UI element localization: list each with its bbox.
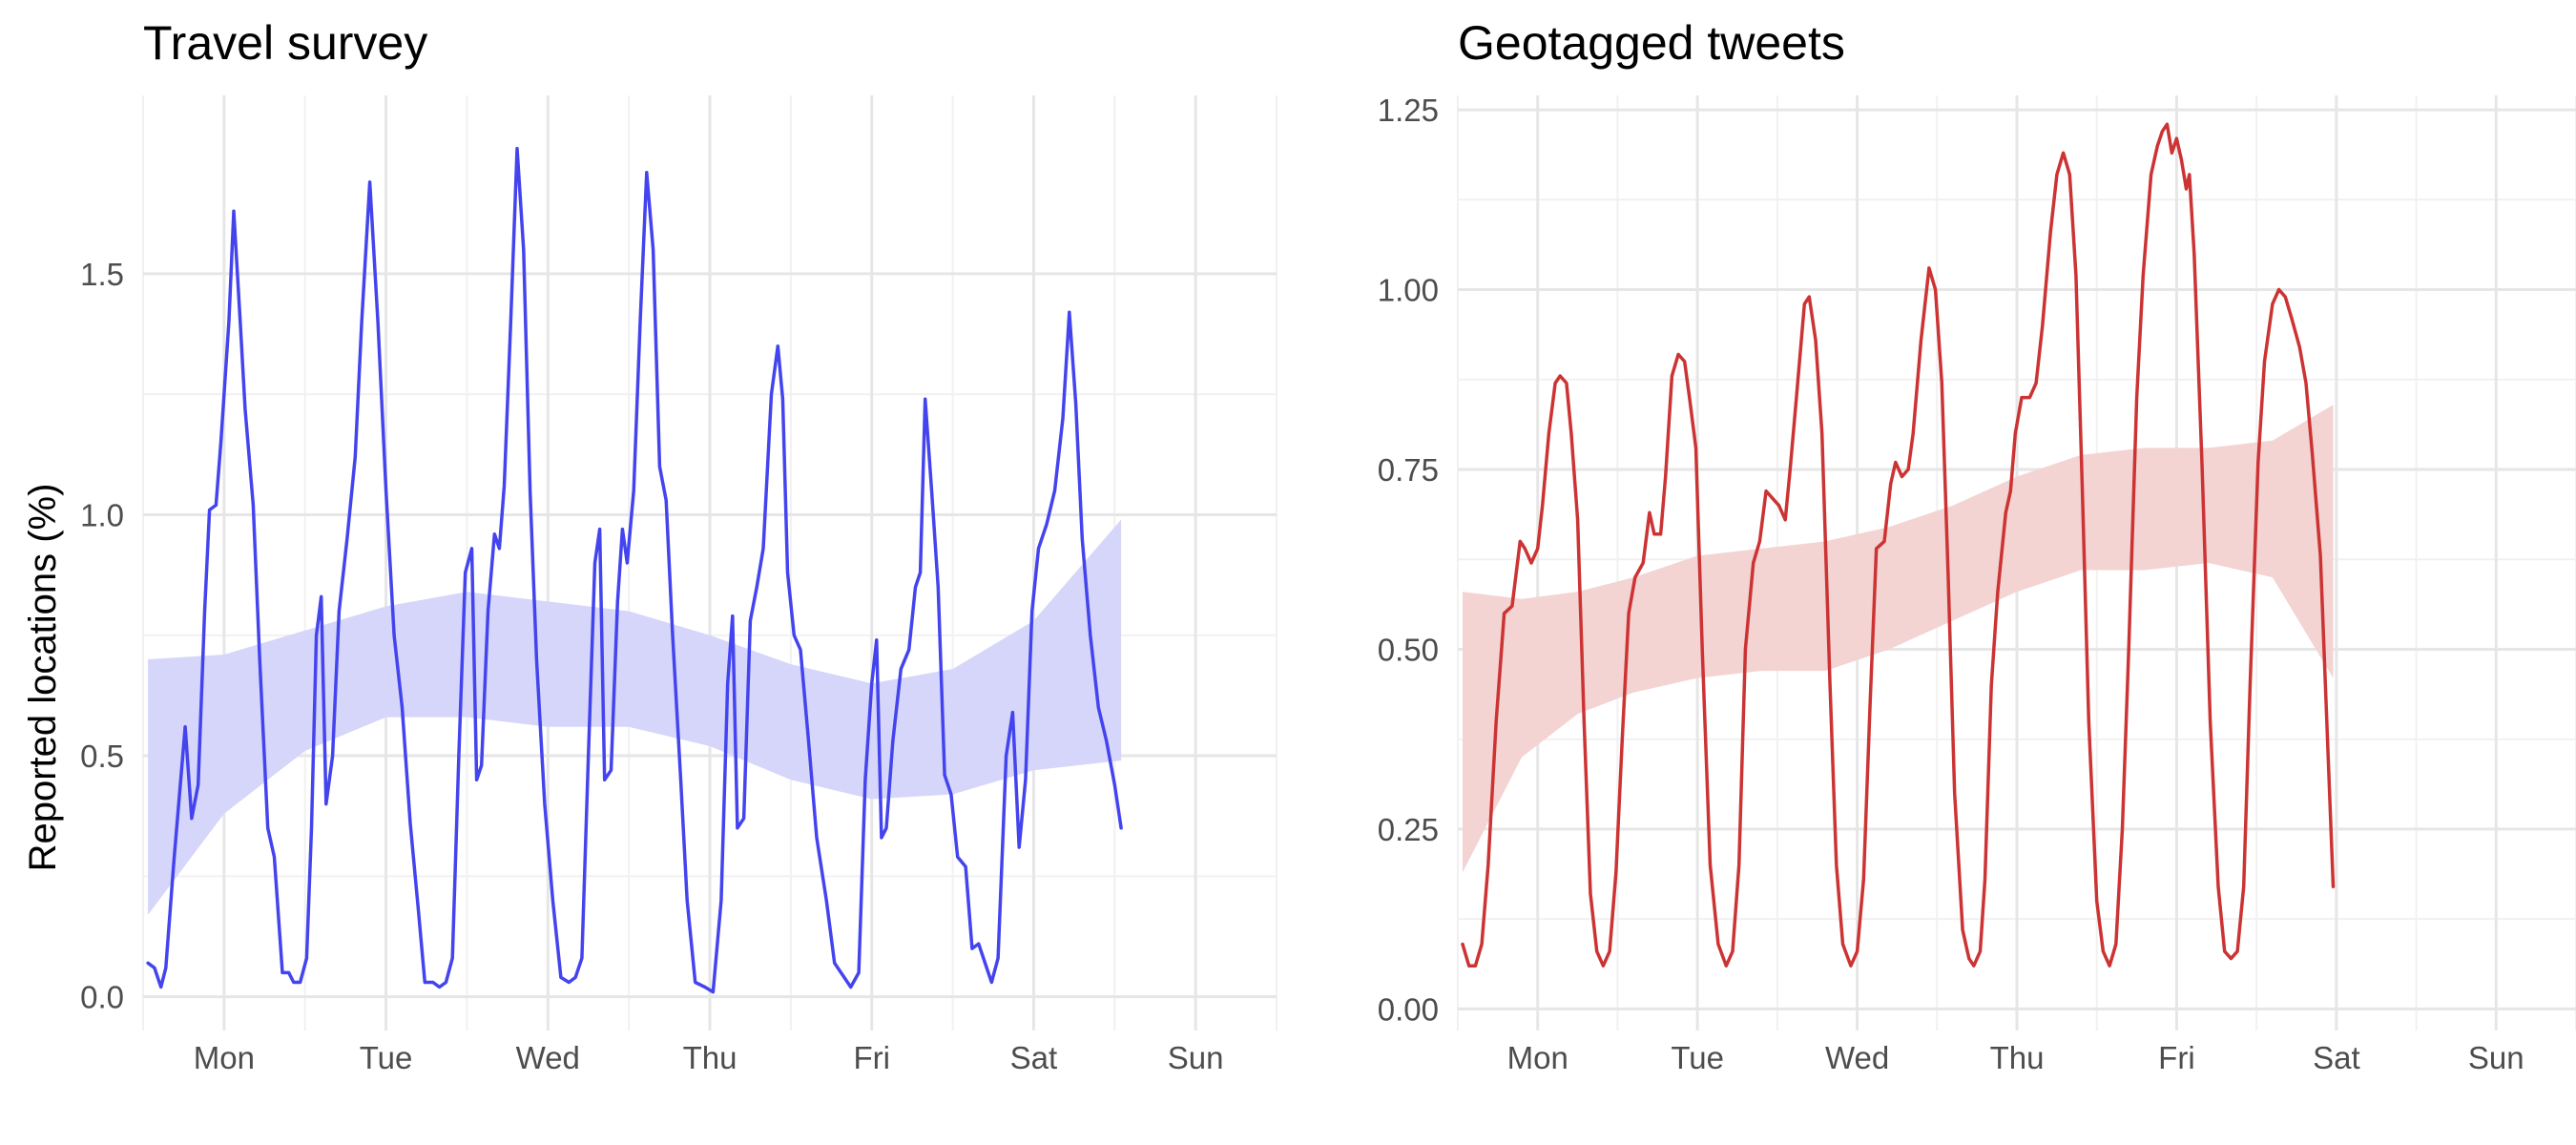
x-tick-label: Sat [2313, 1040, 2360, 1075]
x-tick-label: Sat [1010, 1040, 1058, 1075]
y-tick-labels-geotagged-tweets: 0.00 0.25 0.50 0.75 1.00 1.25 [1378, 93, 1439, 1027]
x-tick-label: Wed [1825, 1040, 1889, 1075]
y-tick-label: 0.50 [1378, 632, 1439, 667]
x-tick-label: Sun [2468, 1040, 2524, 1075]
y-tick-labels-travel-survey: 0.0 0.5 1.0 1.5 [80, 257, 124, 1015]
confidence-band-travel-survey [148, 519, 1122, 915]
x-tick-label: Wed [516, 1040, 580, 1075]
x-tick-label: Tue [1671, 1040, 1724, 1075]
y-tick-label: 0.0 [80, 980, 124, 1015]
x-tick-label: Sun [1168, 1040, 1224, 1075]
grid-travel-survey [142, 95, 1278, 1030]
y-tick-label: 0.00 [1378, 991, 1439, 1027]
series-line-geotagged-tweets [1461, 122, 2336, 968]
travel-survey-panel: Travel survey Reported locations (%) 0.0… [22, 16, 1278, 1075]
x-tick-label: Thu [1990, 1040, 2045, 1075]
x-tick-labels-geotagged-tweets: Mon Tue Wed Thu Fri Sat Sun [1507, 1040, 2524, 1075]
series-line-travel-survey [146, 146, 1123, 994]
x-tick-label: Thu [683, 1040, 737, 1075]
confidence-band [148, 519, 1122, 915]
y-axis-title: Reported locations (%) [22, 484, 64, 872]
x-tick-label: Mon [1507, 1040, 1568, 1075]
geotagged-tweets-panel: Geotagged tweets 0.00 0.25 0.50 0.75 1.00 1.2… [1378, 16, 2576, 1075]
panel-title-geotagged-tweets: Geotagged tweets [1458, 16, 1845, 70]
confidence-band-geotagged-tweets [1463, 405, 2334, 873]
x-tick-label: Fri [853, 1040, 889, 1075]
x-tick-labels-travel-survey: Mon Tue Wed Thu Fri Sat Sun [194, 1040, 1224, 1075]
y-tick-label: 0.5 [80, 739, 124, 774]
y-tick-label: 0.75 [1378, 452, 1439, 488]
x-tick-label: Mon [194, 1040, 255, 1075]
panel-title-travel-survey: Travel survey [143, 16, 427, 70]
confidence-band [1463, 405, 2334, 873]
y-tick-label: 1.25 [1378, 93, 1439, 128]
x-tick-label: Tue [360, 1040, 413, 1075]
grid-geotagged-tweets [1457, 95, 2576, 1030]
y-tick-label: 1.5 [80, 257, 124, 292]
y-tick-label: 1.00 [1378, 273, 1439, 308]
x-tick-label: Fri [2158, 1040, 2194, 1075]
series-line-geotagged-tweets [1461, 122, 2336, 968]
series-line-travel-survey [146, 146, 1123, 994]
y-tick-label: 0.25 [1378, 812, 1439, 847]
y-tick-label: 1.0 [80, 497, 124, 532]
